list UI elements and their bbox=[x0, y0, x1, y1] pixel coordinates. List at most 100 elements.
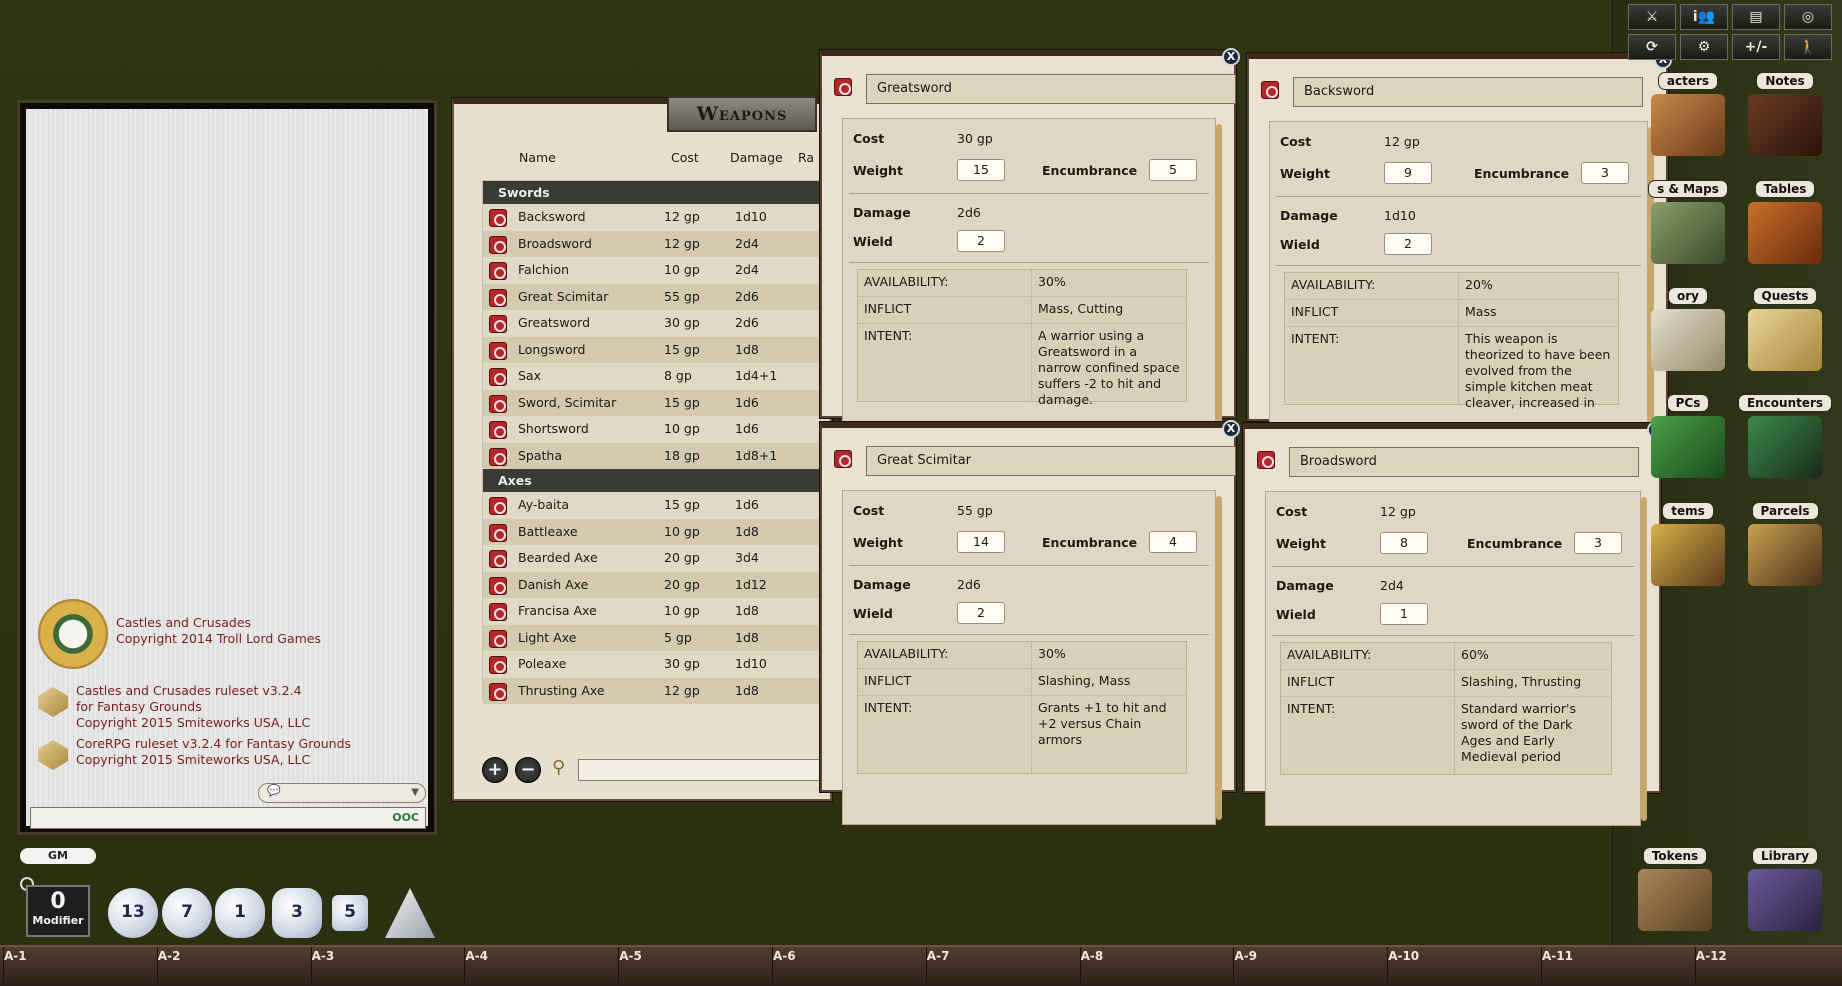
item-link-icon[interactable] bbox=[489, 603, 507, 621]
cost-value[interactable]: 12 gp bbox=[1384, 134, 1420, 149]
item-link-icon[interactable] bbox=[489, 341, 507, 360]
column-header-range[interactable]: Ra bbox=[798, 150, 815, 165]
sync-button[interactable]: ⟳ bbox=[1628, 34, 1676, 60]
table-row[interactable]: Light Axe 5 gp 1d8 bbox=[483, 624, 829, 651]
availability-value[interactable]: 20% bbox=[1465, 277, 1493, 292]
item-link-icon[interactable] bbox=[489, 368, 507, 386]
damage-value[interactable]: 2d6 bbox=[957, 205, 981, 220]
item-link-icon[interactable] bbox=[834, 78, 852, 96]
table-row[interactable]: Poleaxe 30 gp 1d10 bbox=[483, 651, 829, 678]
item-link-icon[interactable] bbox=[489, 447, 507, 466]
table-row[interactable]: Sax 8 gp 1d4+1 bbox=[483, 363, 829, 390]
walk-button[interactable]: 🚶 bbox=[1784, 34, 1832, 60]
sidebar-item-tables[interactable]: Tables bbox=[1735, 178, 1835, 264]
sidebar-item-tokens[interactable]: Tokens bbox=[1625, 845, 1725, 931]
weight-field[interactable]: 8 bbox=[1380, 532, 1428, 554]
item-link-icon[interactable] bbox=[489, 315, 507, 333]
intent-value[interactable]: This weapon is theorized to have been ev… bbox=[1465, 331, 1611, 410]
modifiers-button[interactable]: ▤ bbox=[1732, 4, 1780, 30]
close-button[interactable]: X bbox=[1222, 48, 1240, 66]
table-row[interactable]: Danish Axe 20 gp 1d12 bbox=[483, 571, 829, 598]
encumbrance-field[interactable]: 3 bbox=[1581, 162, 1629, 184]
damage-value[interactable]: 2d4 bbox=[1380, 578, 1404, 593]
cost-value[interactable]: 30 gp bbox=[957, 131, 993, 146]
item-link-icon[interactable] bbox=[489, 656, 507, 674]
settings-button[interactable]: ⚙ bbox=[1680, 34, 1728, 60]
weight-field[interactable]: 15 bbox=[957, 159, 1005, 181]
table-row[interactable]: Shortsword 10 gp 1d6 bbox=[483, 416, 829, 443]
ooc-toggle[interactable]: OOC bbox=[392, 811, 419, 824]
table-row[interactable]: Sword, Scimitar 15 gp 1d6 bbox=[483, 389, 829, 416]
table-row[interactable]: Longsword 15 gp 1d8 bbox=[483, 336, 829, 363]
item-link-icon[interactable] bbox=[489, 394, 507, 413]
sidebar-item-story[interactable]: ory bbox=[1638, 285, 1738, 371]
table-row[interactable]: Greatsword 30 gp 2d6 bbox=[483, 310, 829, 337]
group-header[interactable]: Swords bbox=[483, 181, 829, 204]
options-button[interactable]: ◎ bbox=[1784, 4, 1832, 30]
d20-die-icon[interactable]: 13 bbox=[108, 888, 158, 938]
availability-value[interactable]: 30% bbox=[1038, 274, 1066, 289]
column-header-name[interactable]: Name bbox=[519, 150, 556, 165]
item-name-field[interactable]: Great Scimitar bbox=[866, 446, 1236, 476]
sidebar-item-parcels[interactable]: Parcels bbox=[1735, 500, 1835, 586]
scrollbar[interactable] bbox=[1648, 127, 1654, 451]
column-header-damage[interactable]: Damage bbox=[730, 150, 783, 165]
damage-value[interactable]: 2d6 bbox=[957, 577, 981, 592]
chat-input[interactable]: OOC bbox=[30, 807, 426, 829]
item-link-icon[interactable] bbox=[489, 209, 507, 227]
remove-button[interactable]: − bbox=[515, 757, 541, 783]
inflict-value[interactable]: Slashing, Thrusting bbox=[1461, 674, 1582, 689]
wield-field[interactable]: 2 bbox=[1384, 233, 1432, 255]
encumbrance-field[interactable]: 3 bbox=[1574, 532, 1622, 554]
item-name-field[interactable]: Greatsword bbox=[866, 74, 1236, 104]
table-row[interactable]: Spatha 18 gp 1d8+1 bbox=[483, 442, 829, 469]
table-row[interactable]: Great Scimitar 55 gp 2d6 bbox=[483, 283, 829, 310]
sidebar-item-items[interactable]: tems bbox=[1638, 500, 1738, 586]
wield-field[interactable]: 1 bbox=[1380, 603, 1428, 625]
d8-die-icon[interactable]: 3 bbox=[272, 888, 322, 938]
add-button[interactable]: + bbox=[482, 757, 508, 783]
weight-field[interactable]: 9 bbox=[1384, 162, 1432, 184]
item-link-icon[interactable] bbox=[834, 450, 852, 468]
d10-die-icon[interactable]: 1 bbox=[215, 888, 265, 938]
sidebar-item-npcs[interactable]: PCs bbox=[1638, 392, 1738, 478]
item-link-icon[interactable] bbox=[489, 682, 507, 701]
d6-die-icon[interactable]: 5 bbox=[332, 895, 368, 931]
chat-log[interactable]: Castles and Crusades Copyright 2014 Trol… bbox=[26, 109, 428, 829]
encumbrance-field[interactable]: 5 bbox=[1149, 159, 1197, 181]
item-link-icon[interactable] bbox=[489, 629, 507, 648]
table-row[interactable]: Ay-baita 15 gp 1d6 bbox=[483, 492, 829, 519]
table-row[interactable]: Thrusting Axe 12 gp 1d8 bbox=[483, 677, 829, 704]
scrollbar[interactable] bbox=[1216, 496, 1222, 820]
sidebar-item-encounters[interactable]: Encounters bbox=[1735, 392, 1835, 478]
item-link-icon[interactable] bbox=[489, 235, 507, 254]
intent-value[interactable]: A warrior using a Greatsword in a narrow… bbox=[1038, 328, 1180, 407]
table-row[interactable]: Francisa Axe 10 gp 1d8 bbox=[483, 598, 829, 625]
sidebar-item-images-maps[interactable]: s & Maps bbox=[1638, 178, 1738, 264]
inflict-value[interactable]: Mass, Cutting bbox=[1038, 301, 1124, 316]
item-link-icon[interactable] bbox=[489, 576, 507, 595]
item-link-icon[interactable] bbox=[489, 550, 507, 568]
close-button[interactable]: X bbox=[1222, 420, 1240, 438]
plus-minus-button[interactable]: +/- bbox=[1732, 34, 1780, 60]
item-link-icon[interactable] bbox=[1257, 451, 1275, 469]
weight-field[interactable]: 14 bbox=[957, 531, 1005, 553]
table-row[interactable]: Broadsword 12 gp 2d4 bbox=[483, 230, 829, 257]
column-header-cost[interactable]: Cost bbox=[671, 150, 699, 165]
party-sheet-button[interactable]: i👥 bbox=[1680, 4, 1728, 30]
scrollbar[interactable] bbox=[1216, 124, 1222, 448]
item-link-icon[interactable] bbox=[489, 421, 507, 439]
wield-field[interactable]: 2 bbox=[957, 230, 1005, 252]
scrollbar[interactable] bbox=[1641, 497, 1647, 821]
intent-value[interactable]: Grants +1 to hit and +2 versus Chain arm… bbox=[1038, 700, 1167, 747]
availability-value[interactable]: 60% bbox=[1461, 647, 1489, 662]
cost-value[interactable]: 12 gp bbox=[1380, 504, 1416, 519]
item-name-field[interactable]: Broadsword bbox=[1289, 447, 1639, 477]
combat-tracker-button[interactable]: ⚔ bbox=[1628, 4, 1676, 30]
damage-value[interactable]: 1d10 bbox=[1384, 208, 1416, 223]
table-row[interactable]: Bearded Axe 20 gp 3d4 bbox=[483, 545, 829, 572]
table-row[interactable]: Backsword 12 gp 1d10 bbox=[483, 204, 829, 231]
d12-die-icon[interactable]: 7 bbox=[162, 888, 212, 938]
sidebar-item-quests[interactable]: Quests bbox=[1735, 285, 1835, 371]
inflict-value[interactable]: Slashing, Mass bbox=[1038, 673, 1131, 688]
